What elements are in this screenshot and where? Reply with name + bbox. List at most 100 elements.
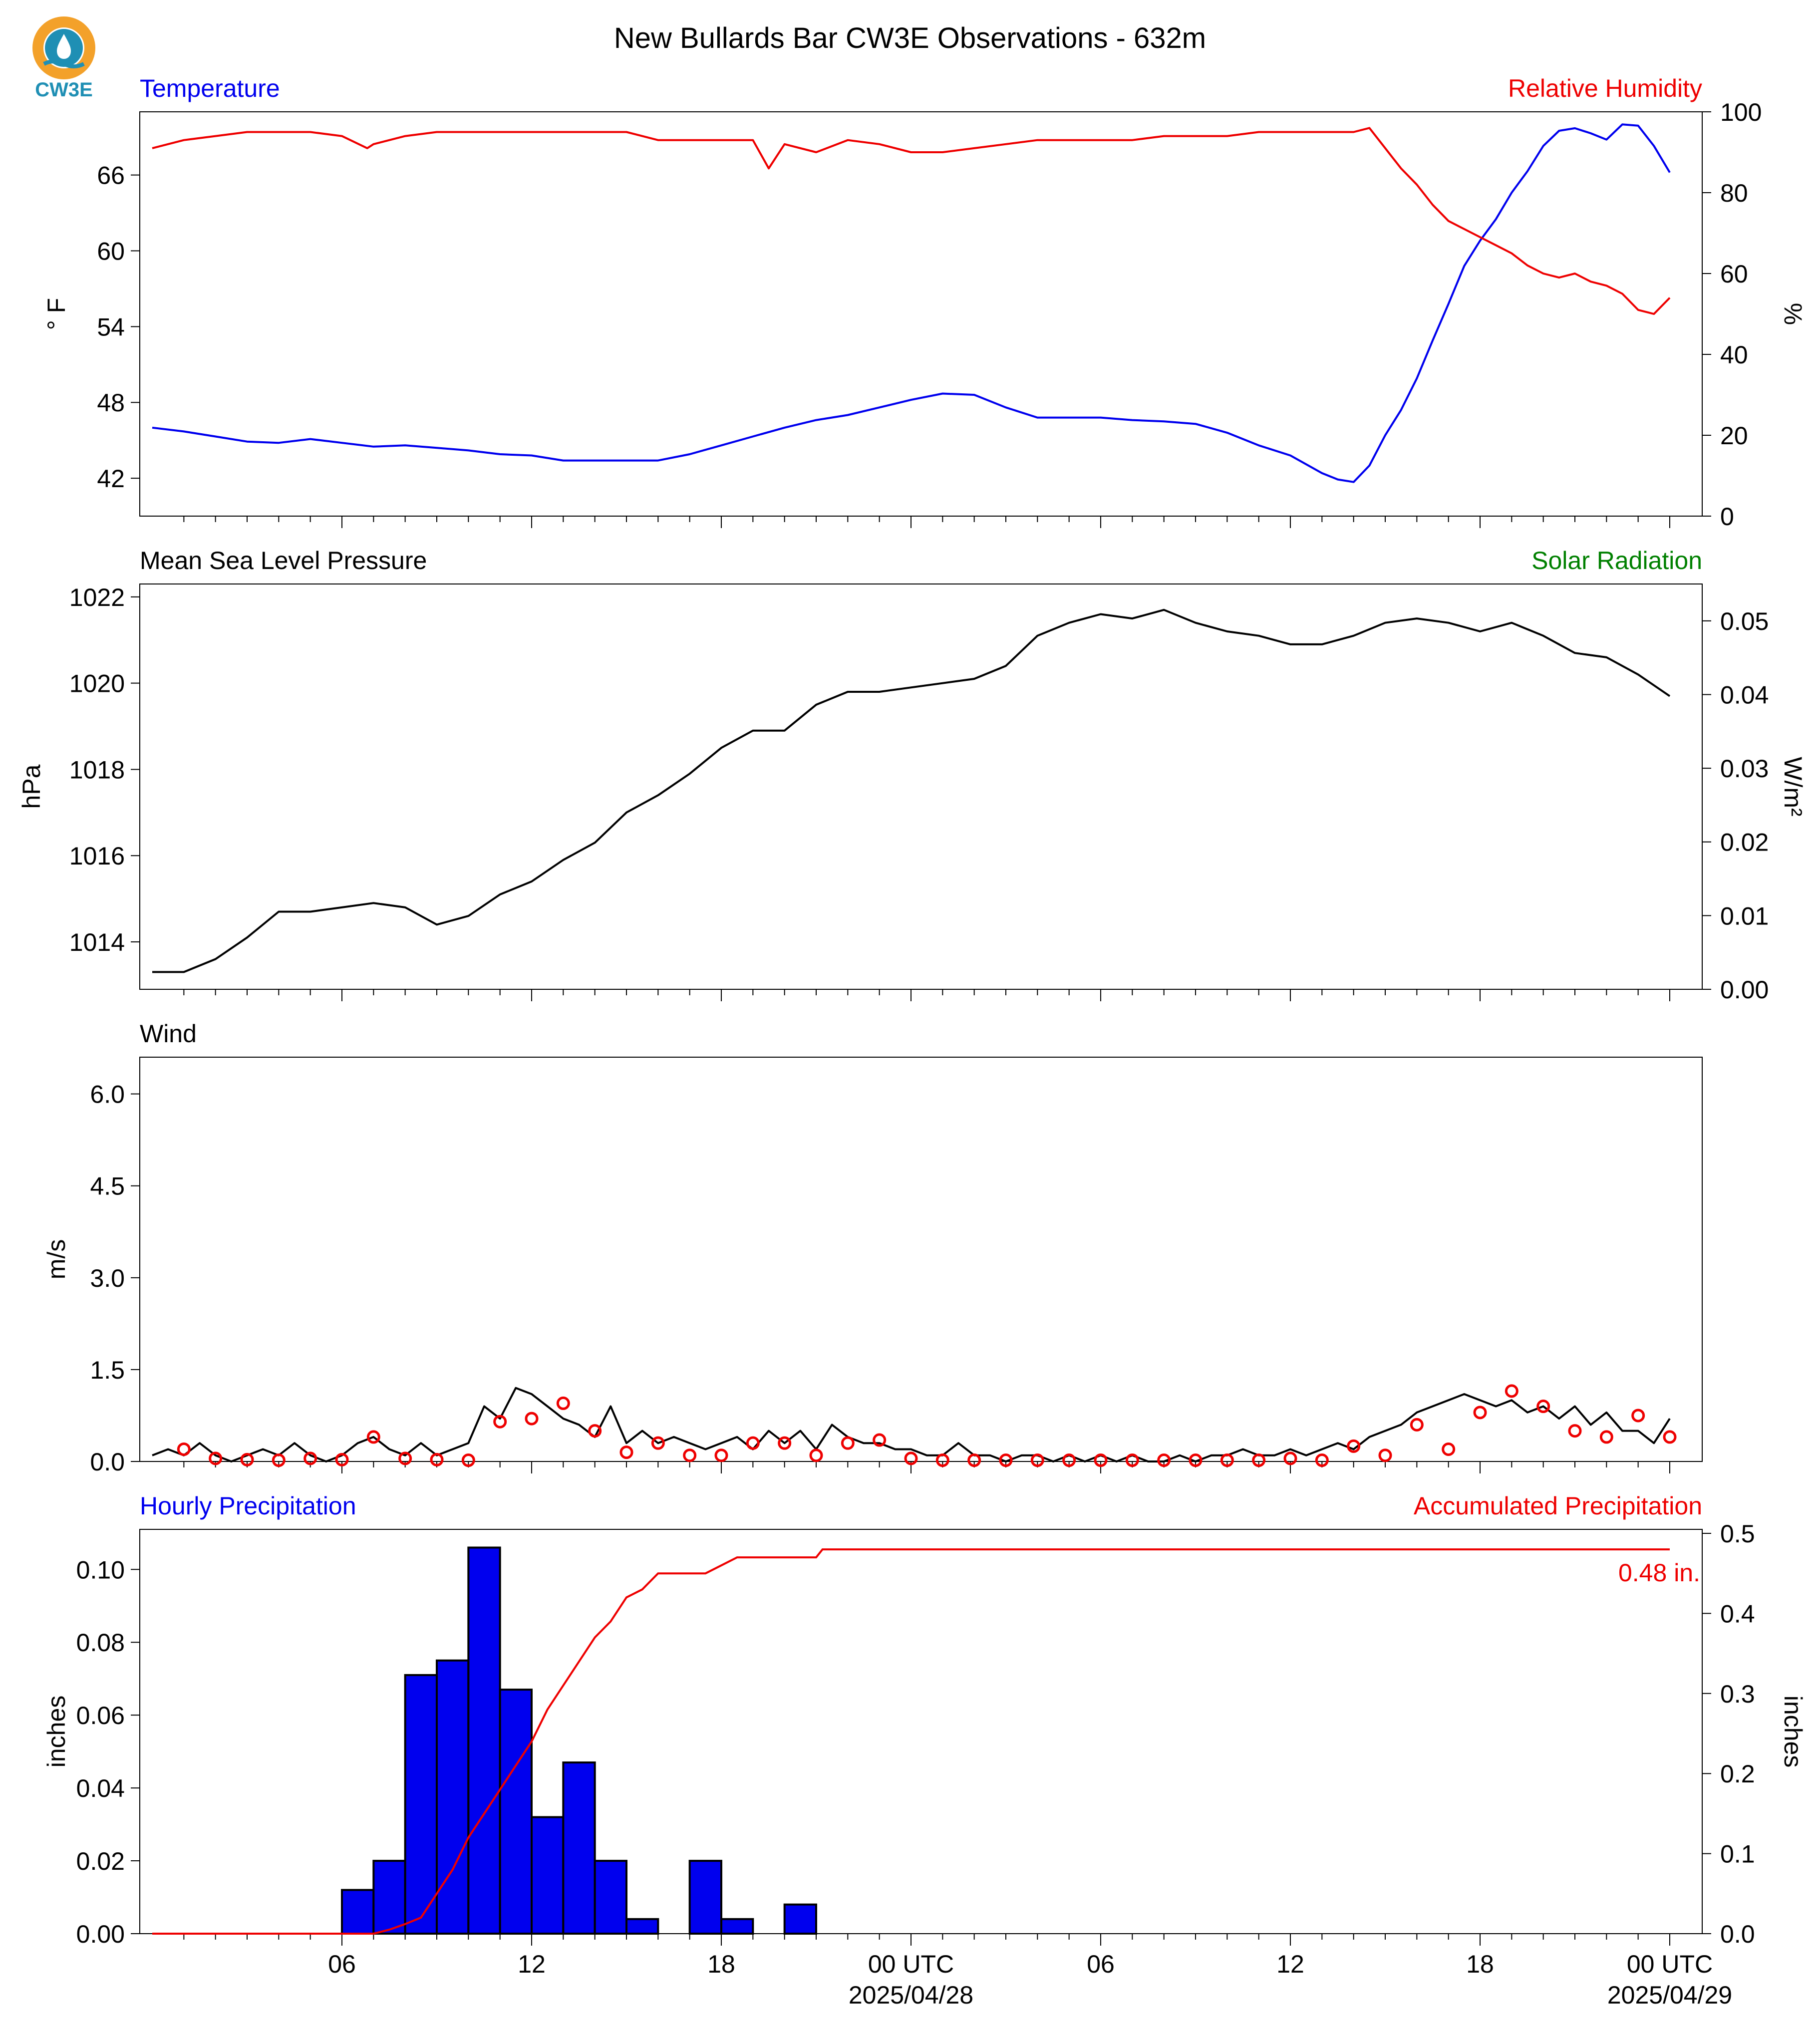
- gust-marker: [1157, 1453, 1171, 1467]
- temperature-line: [152, 123, 1671, 483]
- gust-marker: [683, 1449, 697, 1462]
- pressure-line: [152, 608, 1671, 973]
- ytick-label-right: 0.00: [1720, 976, 1769, 1004]
- ytick-label-right: 40: [1720, 341, 1748, 369]
- ytick-label-left: 0.00: [76, 1920, 125, 1948]
- ytick-label-right: 0.3: [1720, 1680, 1755, 1708]
- accumulated-precip-line: [152, 1548, 1670, 1935]
- logo-drop-icon: [57, 34, 71, 59]
- panel-title-left: Temperature: [140, 74, 280, 102]
- gust-marker: [1189, 1453, 1203, 1467]
- panel-frame: [139, 1529, 1703, 1934]
- gust-marker: [398, 1451, 412, 1465]
- y-axis-label-left: m/s: [42, 1239, 70, 1280]
- gust-marker: [619, 1446, 633, 1459]
- gust-marker: [335, 1452, 349, 1466]
- gust-marker: [1663, 1430, 1677, 1444]
- precip-bar: [625, 1918, 659, 1935]
- precip-bar: [594, 1860, 627, 1935]
- gust-marker: [1599, 1430, 1613, 1444]
- ytick-label-right: 0.5: [1720, 1520, 1755, 1548]
- xtick-label: 18: [1466, 1950, 1494, 1978]
- accumulated-total-label: 0.48 in.: [1618, 1559, 1700, 1587]
- cw3e-logo: CW3E: [32, 16, 95, 101]
- ytick-label-right: 0: [1720, 503, 1734, 531]
- gust-marker: [1378, 1449, 1392, 1462]
- precip-bar: [720, 1918, 754, 1935]
- gust-marker: [999, 1453, 1013, 1467]
- wind-speed-line: [152, 1387, 1671, 1462]
- ytick-label-left: 0.02: [76, 1847, 125, 1875]
- gust-marker: [651, 1436, 665, 1450]
- gust-marker: [272, 1453, 286, 1467]
- gust-marker: [1283, 1451, 1297, 1465]
- panel-frame: [139, 583, 1703, 990]
- ytick-label-right: 20: [1720, 422, 1748, 450]
- gust-marker: [935, 1453, 949, 1467]
- xtick-label: 12: [1276, 1950, 1304, 1978]
- ytick-label-left: 0.08: [76, 1629, 125, 1657]
- ytick-label-right: 0.1: [1720, 1840, 1755, 1868]
- gust-marker: [1473, 1406, 1487, 1420]
- gust-marker: [809, 1449, 823, 1462]
- precip-bar: [372, 1860, 406, 1935]
- logo-ring: [32, 16, 95, 79]
- precip-bar: [404, 1674, 438, 1935]
- gust-marker: [588, 1424, 602, 1438]
- ytick-label-left: 0.06: [76, 1702, 125, 1730]
- chart-title: New Bullards Bar CW3E Observations - 632…: [614, 22, 1206, 54]
- gust-marker: [1125, 1453, 1139, 1467]
- panel-title-left: Wind: [140, 1020, 197, 1048]
- y-axis-label-left: inches: [42, 1696, 70, 1768]
- gust-marker: [1252, 1453, 1266, 1467]
- gust-marker: [967, 1453, 981, 1467]
- gust-marker: [904, 1451, 918, 1465]
- gust-marker: [556, 1396, 570, 1410]
- gust-marker: [1315, 1453, 1329, 1467]
- panel-title-right: Accumulated Precipitation: [1414, 1492, 1702, 1520]
- xtick-label: 18: [707, 1950, 735, 1978]
- precip-bar: [467, 1546, 501, 1935]
- y-axis-label-left: hPa: [17, 764, 45, 809]
- y-axis-label-left: ° F: [42, 298, 70, 330]
- gust-marker: [1568, 1424, 1582, 1438]
- logo-text: CW3E: [35, 79, 93, 101]
- gust-marker: [1631, 1409, 1645, 1423]
- gust-marker: [1347, 1439, 1361, 1453]
- ytick-label-left: 1022: [69, 583, 125, 611]
- y-axis-label-right: inches: [1779, 1696, 1807, 1768]
- ytick-label-left: 0.10: [76, 1556, 125, 1584]
- panel-3: Wind 0.0 1.5 3.0 4.5 6.0 m/s: [42, 1020, 1703, 1476]
- precip-bar: [531, 1816, 565, 1935]
- y-axis-label-right: %: [1779, 303, 1807, 325]
- gust-marker: [430, 1452, 444, 1466]
- logo-wave-icon: [43, 59, 85, 68]
- gust-marker: [1442, 1442, 1456, 1456]
- ytick-label-right: 0.04: [1720, 681, 1769, 709]
- ytick-label-left: 60: [97, 237, 125, 265]
- precip-bar: [562, 1761, 596, 1935]
- gust-marker: [525, 1412, 539, 1426]
- ytick-label-left: 1014: [69, 928, 125, 956]
- gust-marker: [1505, 1384, 1518, 1398]
- gust-marker: [240, 1452, 254, 1466]
- gust-marker: [1410, 1418, 1424, 1432]
- precip-bar: [436, 1659, 470, 1935]
- ytick-label-left: 6.0: [90, 1081, 125, 1109]
- gust-marker: [493, 1415, 507, 1429]
- ytick-label-left: 1.5: [90, 1356, 125, 1384]
- ytick-label-right: 0.2: [1720, 1760, 1755, 1788]
- ytick-label-left: 1020: [69, 670, 125, 698]
- gust-marker: [1220, 1453, 1234, 1467]
- gust-marker: [778, 1436, 792, 1450]
- gust-marker: [209, 1451, 223, 1465]
- panel-2: Mean Sea Level Pressure Solar Radiation 10…: [17, 547, 1807, 1004]
- gust-marker: [1062, 1453, 1076, 1467]
- gust-marker: [1030, 1453, 1044, 1467]
- panel-frame: [139, 1057, 1703, 1462]
- panel-4: Hourly Precipitation Accumulated Precipit…: [42, 1492, 1807, 1948]
- ytick-label-right: 0.01: [1720, 902, 1769, 930]
- ytick-label-left: 54: [97, 313, 125, 341]
- ytick-label-right: 60: [1720, 260, 1748, 288]
